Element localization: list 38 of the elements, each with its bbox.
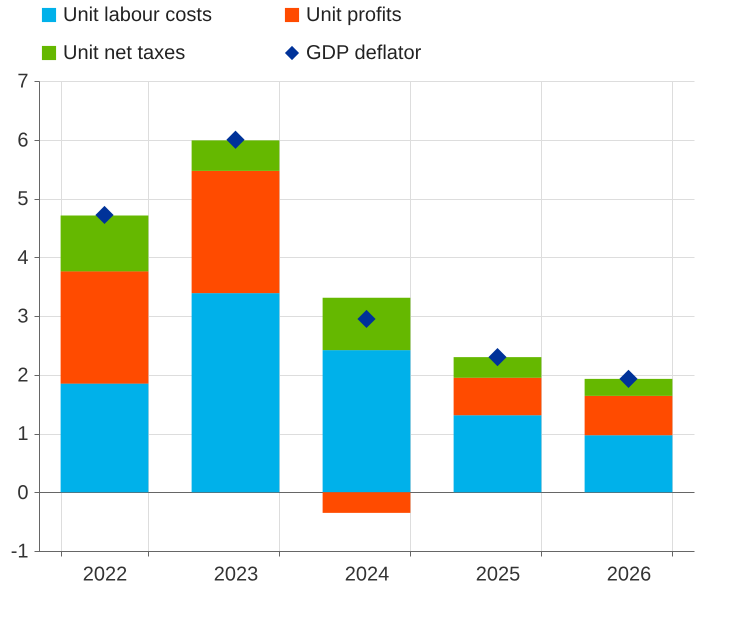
legend-label: Unit net taxes (63, 42, 186, 64)
x-tick-label: 2024 (344, 564, 390, 586)
y-tick-label: 5 (17, 188, 28, 210)
y-tick-label: 3 (17, 306, 28, 328)
y-tick-label: 0 (17, 482, 28, 504)
bar (584, 378, 672, 396)
bar (454, 378, 542, 416)
y-tick-label: 2 (17, 364, 28, 386)
y-tick-label: -1 (10, 540, 28, 562)
bar (322, 298, 410, 350)
bar (454, 415, 542, 492)
bar (584, 396, 672, 436)
legend-label: Unit labour costs (63, 4, 212, 26)
y-tick-label: 6 (17, 129, 28, 152)
legend-label: GDP deflator (306, 42, 422, 64)
bar (192, 170, 280, 294)
bar (60, 271, 148, 384)
bar (584, 435, 672, 492)
point (357, 310, 376, 328)
bar (322, 350, 410, 492)
point (619, 370, 638, 388)
y-tick-label: 1 (17, 423, 28, 445)
point (226, 130, 245, 149)
bar (60, 384, 148, 492)
bar (454, 357, 542, 378)
bar (322, 492, 410, 513)
y-tick-label: 7 (17, 70, 28, 92)
bar (192, 293, 280, 492)
x-tick-label: 2022 (82, 564, 128, 586)
x-tick-label: 2023 (214, 564, 258, 586)
bar (192, 140, 280, 171)
point (488, 348, 507, 366)
x-tick-label: 2025 (476, 564, 520, 586)
point (95, 206, 114, 224)
legend-label: Unit profits (306, 4, 402, 26)
x-tick-label: 2026 (606, 564, 652, 586)
y-tick-label: 4 (17, 246, 28, 269)
bar (60, 216, 148, 272)
